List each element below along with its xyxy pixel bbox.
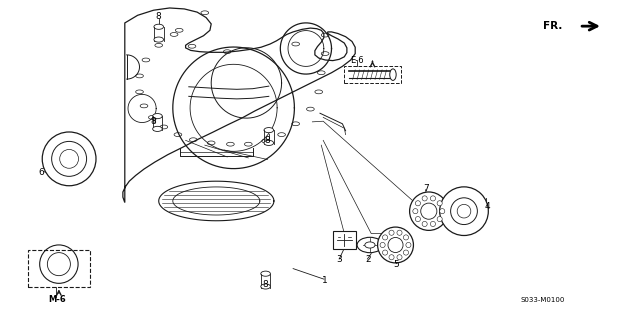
Ellipse shape [397,255,402,260]
Ellipse shape [430,221,435,226]
Ellipse shape [390,69,396,80]
Text: 5: 5 [394,260,399,269]
Text: 1: 1 [323,276,328,285]
Ellipse shape [383,235,388,240]
Ellipse shape [403,235,408,240]
Ellipse shape [440,187,488,235]
Text: 4: 4 [485,202,490,211]
Ellipse shape [415,217,420,222]
Ellipse shape [388,237,403,253]
Ellipse shape [264,128,274,133]
Ellipse shape [437,201,442,206]
Ellipse shape [40,245,78,283]
Ellipse shape [152,126,163,131]
Ellipse shape [261,271,270,276]
Ellipse shape [52,141,86,176]
Ellipse shape [437,217,442,222]
Ellipse shape [397,230,402,235]
Ellipse shape [383,250,388,255]
Ellipse shape [406,242,411,248]
Text: 6: 6 [38,168,44,177]
FancyBboxPatch shape [333,231,356,249]
Ellipse shape [389,255,394,260]
Ellipse shape [413,209,418,214]
Ellipse shape [378,227,413,263]
Text: M-6: M-6 [49,295,67,304]
Text: 8: 8 [265,136,270,145]
Ellipse shape [430,196,435,201]
Ellipse shape [451,198,477,225]
Ellipse shape [60,150,79,168]
Text: 3: 3 [337,256,342,264]
Text: 7: 7 [423,184,428,193]
Text: S033-M0100: S033-M0100 [520,298,565,303]
Ellipse shape [422,196,428,201]
Ellipse shape [440,209,445,214]
Ellipse shape [365,242,375,248]
Polygon shape [123,8,355,203]
Ellipse shape [261,284,270,289]
Ellipse shape [403,250,408,255]
Bar [28,250,90,287]
Text: 8: 8 [151,117,156,126]
Text: E-6: E-6 [350,56,364,65]
Ellipse shape [422,221,428,226]
Bar [344,66,401,83]
Ellipse shape [457,204,471,218]
Ellipse shape [415,201,420,206]
Ellipse shape [47,253,70,276]
Ellipse shape [152,114,163,119]
Ellipse shape [410,192,448,230]
Ellipse shape [380,242,385,248]
Ellipse shape [264,140,274,145]
Text: 2: 2 [366,256,371,264]
Ellipse shape [154,24,164,29]
Text: 8: 8 [156,12,161,21]
Text: FR.: FR. [543,21,562,31]
Text: 8: 8 [263,280,268,289]
Ellipse shape [42,132,96,186]
Ellipse shape [389,230,394,235]
Ellipse shape [154,37,164,42]
Ellipse shape [420,203,437,219]
Ellipse shape [357,237,383,253]
